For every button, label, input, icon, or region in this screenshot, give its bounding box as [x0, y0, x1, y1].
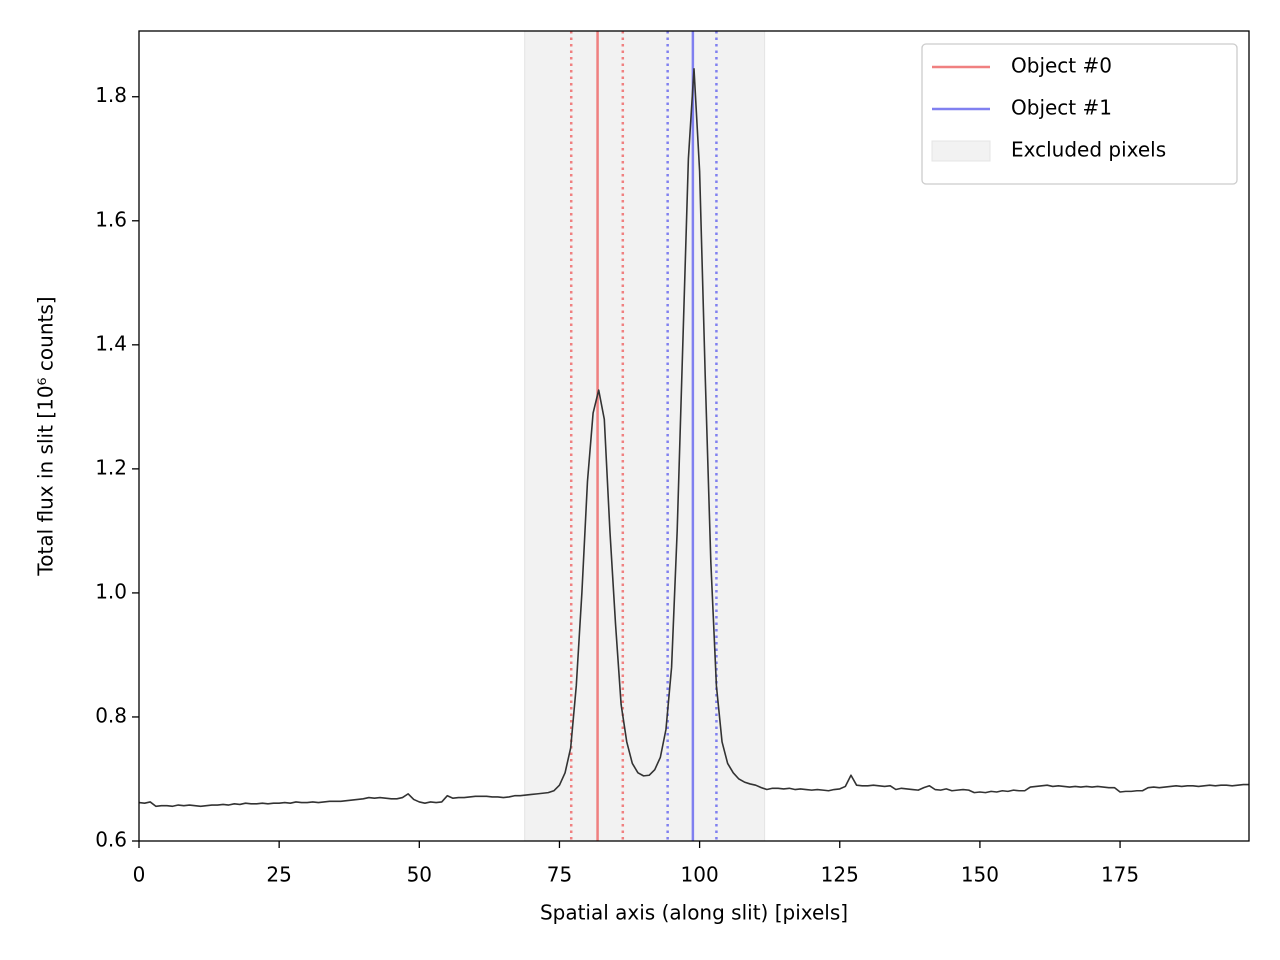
- y-tick-label: 1.4: [95, 331, 127, 355]
- legend-box: [921, 43, 1238, 185]
- y-tick-label: 0.6: [95, 828, 127, 852]
- y-tick-label: 1.8: [95, 83, 127, 107]
- y-tick-label: 0.8: [95, 703, 127, 727]
- flux-line: [139, 68, 1249, 808]
- x-tick-label: 50: [407, 863, 432, 887]
- x-tick-label: 100: [681, 863, 719, 887]
- x-tick-label: 125: [821, 863, 859, 887]
- y-tick-label: 1.0: [95, 579, 127, 603]
- x-tick-label: 0: [133, 863, 146, 887]
- x-tick-label: 150: [961, 863, 999, 887]
- x-tick-label: 25: [266, 863, 291, 887]
- excluded-region: [524, 31, 766, 841]
- x-tick-label: 75: [547, 863, 572, 887]
- legend-label: Object #0: [1011, 54, 1112, 78]
- y-tick-label: 1.6: [95, 207, 127, 231]
- y-tick-label: 1.2: [95, 455, 127, 479]
- plot-frame: [138, 30, 1250, 842]
- y-axis-label: Total flux in slit [10⁶ counts]: [34, 296, 58, 576]
- legend-label: Object #1: [1011, 96, 1112, 120]
- x-tick-label: 175: [1101, 863, 1139, 887]
- legend-label: Excluded pixels: [1011, 138, 1166, 162]
- x-axis-label: Spatial axis (along slit) [pixels]: [540, 901, 848, 925]
- legend-patch: [931, 140, 991, 162]
